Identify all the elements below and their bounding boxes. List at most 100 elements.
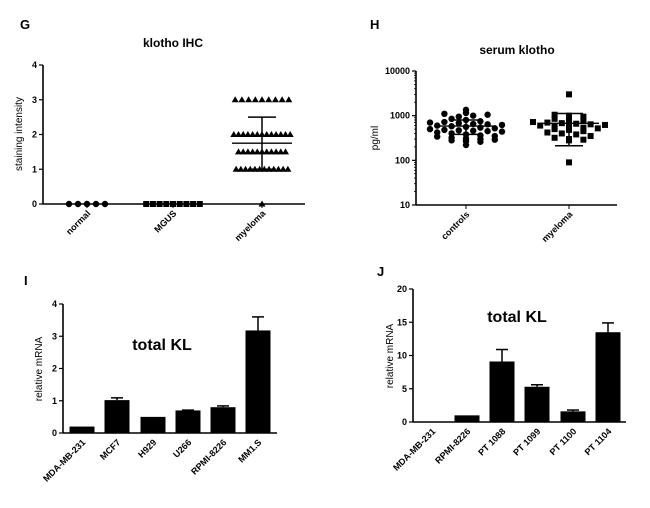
data-point-circle [491,132,498,140]
y-tick-label: 1 [32,164,37,174]
data-point-triangle [285,96,293,103]
x-tick-label: controls [439,209,471,241]
data-point-circle [448,115,455,123]
bar-mcf7 [104,400,130,433]
y-tick-label: 10000 [385,66,410,76]
data-point-triangle [277,131,285,137]
data-point-triangle [271,96,279,103]
data-point-triangle [231,96,239,103]
data-point-square [551,115,558,122]
bar-h929 [140,416,166,433]
data-point-triangle [282,148,289,155]
data-point-triangle [235,131,242,137]
data-point-circle [498,121,506,129]
bar-pt-1100 [560,411,586,422]
y-tick-label: 2 [52,364,57,374]
data-point-circle [477,124,484,131]
y-axis-label: staining intensity [14,97,25,171]
data-point-triangle [278,96,286,103]
y-tick-label: 3 [32,95,37,105]
data-point-square [143,201,150,207]
data-point-triangle [272,131,280,137]
x-tick-label: MM1.S [236,437,263,464]
data-point-square [587,121,594,128]
data-point-circle [441,110,448,118]
y-tick-label: 15 [397,317,407,327]
bar-rpmi-8226 [454,415,480,422]
data-point-triangle [258,96,266,103]
x-tick-label: MDA-MB-231 [41,437,87,483]
data-point-circle [455,127,462,134]
data-point-square [170,201,176,207]
y-tick-label: 4 [52,299,57,309]
data-point-triangle [249,148,257,155]
bar-pt-1104 [595,332,621,422]
data-point-triangle [279,165,287,172]
data-point-circle [470,112,477,119]
data-point-triangle [272,148,280,155]
data-point-circle [426,125,434,133]
y-axis-label: pg/ml [370,126,381,150]
data-point-triangle [263,131,271,137]
data-point-square [530,119,536,126]
data-point-square [594,125,601,132]
data-point-triangle [242,165,250,172]
y-tick-label: 2 [32,130,37,140]
data-point-circle [470,127,477,134]
data-point-triangle [267,131,275,137]
data-point-triangle [282,131,289,137]
data-point-square [587,133,594,140]
y-tick-label: 0 [52,428,57,438]
data-point-triangle [232,165,240,172]
data-point-triangle [284,165,292,172]
x-tick-label: myeloma [233,208,268,243]
data-point-square [566,159,572,166]
data-point-triangle [251,96,259,103]
bar-mda-mb-231 [69,426,95,433]
chart-title: serum klotho [479,43,554,57]
data-point-square [580,136,587,143]
x-tick-label: myeloma [540,209,575,244]
data-point-triangle [263,148,271,155]
x-tick-label: H929 [136,437,158,459]
y-tick-label: 100 [395,155,410,165]
bar-pt-1088 [489,361,515,422]
data-point-triangle [249,131,257,137]
bar-pt-1099 [524,386,550,422]
data-point-triangle [230,131,238,137]
y-tick-label: 1000 [390,111,410,121]
x-tick-label: normal [64,208,92,236]
y-tick-label: 20 [397,284,407,294]
panel-label: I [24,273,28,288]
data-point-square [183,201,190,207]
data-point-triangle [258,200,266,207]
data-point-circle [101,200,109,208]
data-point-triangle [274,165,282,172]
y-axis-label: relative mRNA [34,336,45,401]
data-point-square [602,121,608,128]
data-point-circle [74,200,82,208]
data-point-square [190,201,197,207]
x-tick-label: PT 1104 [583,426,614,457]
y-tick-label: 0 [32,199,37,209]
data-point-circle [92,200,100,208]
data-point-circle [498,128,506,135]
data-point-circle [448,130,455,137]
data-point-square [558,130,565,137]
data-point-circle [462,106,470,114]
data-point-circle [455,119,462,127]
data-point-square [156,201,163,207]
data-point-square [163,201,170,207]
data-point-triangle [235,148,242,155]
data-point-circle [477,118,484,125]
data-point-circle [455,113,462,120]
bar-u266 [175,410,201,433]
data-point-square [580,128,587,135]
data-point-triangle [238,96,246,103]
data-point-square [551,134,558,141]
x-tick-label: MGUS [152,208,178,234]
data-point-triangle [239,131,247,137]
